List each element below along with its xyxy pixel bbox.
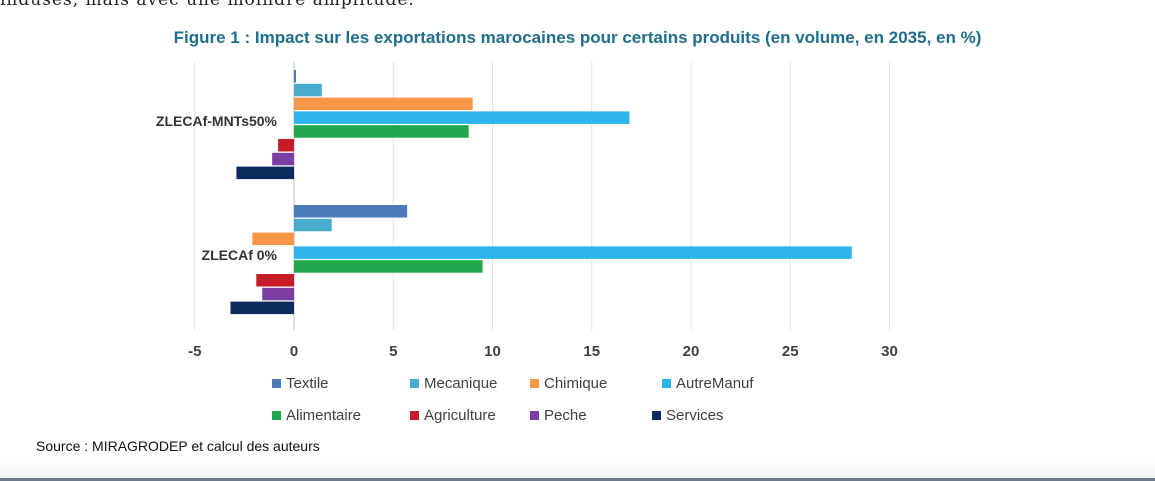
- legend-label-chimique: Chimique: [544, 375, 607, 392]
- bar-autremanuf: [294, 246, 852, 259]
- legend-label-services: Services: [666, 407, 724, 424]
- bar-chimique: [294, 97, 473, 111]
- x-tick-label: 10: [484, 343, 501, 360]
- x-tick-label: 5: [389, 343, 397, 360]
- figure-title: Figure 1 : Impact sur les exportations m…: [173, 28, 982, 47]
- legend-label-autremanuf: AutreManuf: [676, 375, 754, 392]
- x-tick-label: 20: [683, 343, 700, 360]
- bar-mecanique: [294, 83, 322, 97]
- legend-label-agriculture: Agriculture: [424, 407, 496, 424]
- legend-swatch-mecanique: [410, 379, 419, 388]
- x-tick-label: 0: [290, 343, 298, 360]
- source-note: Source : MIRAGRODEP et calcul des auteur…: [36, 438, 320, 454]
- bar-mecanique: [294, 218, 332, 232]
- category-label: ZLECAf 0%: [202, 247, 278, 263]
- x-tick-label: -5: [188, 343, 201, 360]
- legend-label-textile: Textile: [286, 375, 329, 392]
- x-tick-label: 15: [583, 343, 600, 360]
- bar-peche: [262, 287, 294, 301]
- legend-swatch-chimique: [530, 379, 539, 388]
- bar-agriculture: [278, 139, 294, 152]
- bar-services: [236, 166, 294, 180]
- bar-chimique: [252, 232, 294, 246]
- bar-services: [230, 301, 294, 315]
- bar-textile: [294, 70, 296, 83]
- legend-swatch-agriculture: [410, 411, 419, 420]
- legend-swatch-peche: [530, 411, 539, 420]
- legend-label-mecanique: Mecanique: [424, 375, 497, 392]
- page-bottom-fade: [0, 460, 1155, 478]
- legend-swatch-alimentaire: [272, 411, 281, 420]
- legend-swatch-services: [652, 411, 661, 420]
- bar-textile: [294, 205, 408, 218]
- bar-chart: -5 0 5 10 15 20 25 30 ZLECAf-MNTs50% ZLECAf 0% Tex…: [156, 62, 898, 424]
- bar-autremanuf: [294, 111, 630, 124]
- legend-swatch-textile: [272, 379, 281, 388]
- bottom-border: [0, 478, 1155, 481]
- x-tick-label: 25: [782, 343, 799, 360]
- bar-peche: [272, 152, 294, 166]
- legend-label-peche: Peche: [544, 407, 587, 424]
- category-label: ZLECAf-MNTs50%: [156, 113, 278, 129]
- bar-agriculture: [256, 274, 294, 287]
- legend-label-alimentaire: Alimentaire: [286, 407, 361, 424]
- bar-alimentaire: [294, 260, 483, 273]
- cut-off-text: induses, mais avec une moindre amplitude…: [0, 0, 415, 10]
- bar-alimentaire: [294, 125, 469, 138]
- legend-swatch-autremanuf: [662, 379, 671, 388]
- x-tick-label: 30: [881, 343, 898, 360]
